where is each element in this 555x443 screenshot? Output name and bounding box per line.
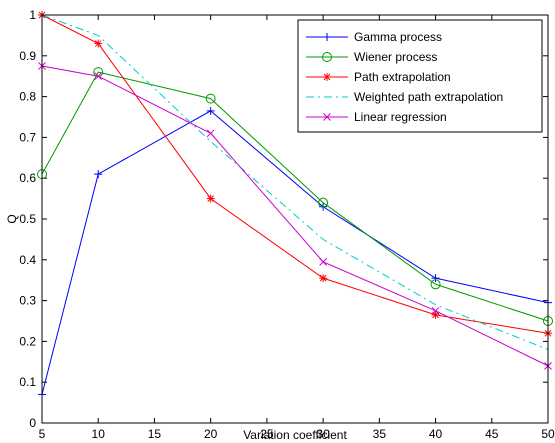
data-point-linear-regression	[431, 306, 440, 315]
x-tick-label: 5	[39, 427, 46, 441]
series-line-linear-regression	[41, 65, 549, 367]
y-tick-label: 0.4	[19, 253, 36, 267]
x-tick-label: 15	[148, 427, 162, 441]
legend: Gamma process Wiener process Path extrapol…	[297, 19, 543, 133]
data-point-wiener-process	[430, 279, 441, 290]
legend-label: Gamma process	[354, 30, 442, 44]
legend-label: Linear regression	[354, 110, 447, 124]
series-line-gamma-process	[41, 110, 549, 395]
legend-entry-weighted-path-extrapolation: Weighted path extrapolation	[306, 90, 503, 104]
y-tick-label: 0	[29, 416, 36, 430]
y-tick-label: 0.2	[19, 334, 36, 348]
x-tick-label: 30	[316, 427, 330, 441]
data-point-gamma-process	[206, 106, 215, 115]
x-tick-label: 25	[260, 427, 274, 441]
series-wiener-process	[37, 67, 553, 326]
legend-marker	[323, 113, 331, 121]
y-tick-label: 1	[29, 8, 36, 22]
y-tick-label: 0.9	[19, 49, 36, 63]
legend-marker	[322, 52, 332, 62]
x-tick-label: 40	[429, 427, 443, 441]
axes: 5 10 15 20 25 30 35 40 45 50 0 0.1 0.2 0.3 0.4 0.5 0.6 0.…	[19, 8, 555, 441]
legend-label: Wiener process	[354, 50, 437, 64]
data-point-linear-regression	[206, 129, 215, 138]
data-point-wiener-process	[318, 197, 329, 208]
y-tick-label: 0.1	[19, 375, 36, 389]
y-axis-label: Q	[5, 214, 19, 223]
legend-box	[297, 19, 543, 133]
series-line-path-extrapolation	[41, 14, 549, 334]
x-tick-label: 35	[373, 427, 387, 441]
series-line-weighted-path-extrapolation	[41, 14, 549, 351]
legend-label: Weighted path extrapolation	[354, 90, 503, 104]
x-tick-label: 10	[92, 427, 106, 441]
y-tick-label: 0.6	[19, 171, 36, 185]
data-point-path-extrapolation	[94, 39, 103, 48]
data-point-gamma-process	[431, 274, 440, 283]
legend-label: Path extrapolation	[354, 70, 451, 84]
plot-frame	[41, 14, 549, 424]
data-point-gamma-process	[94, 170, 103, 179]
legend-entry-path-extrapolation: Path extrapolation	[306, 70, 451, 84]
y-tick-label: 0.5	[19, 212, 36, 226]
series-weighted-path-extrapolation	[41, 14, 549, 351]
legend-entry-gamma-process: Gamma process	[306, 30, 442, 44]
series-line-wiener-process	[41, 71, 549, 322]
x-axis-label: Variation coefficient	[243, 428, 347, 442]
data-point-path-extrapolation	[319, 274, 328, 283]
legend-entry-wiener-process: Wiener process	[306, 50, 437, 64]
data-point-path-extrapolation	[206, 194, 215, 203]
legend-marker	[323, 73, 331, 81]
data-point-wiener-process	[205, 93, 216, 104]
legend-entry-linear-regression: Linear regression	[306, 110, 447, 124]
series-linear-regression	[38, 62, 552, 370]
x-tick-label: 45	[485, 427, 499, 441]
legend-marker	[323, 33, 331, 41]
data-point-linear-regression	[94, 72, 103, 81]
y-tick-label: 0.8	[19, 90, 36, 104]
y-tick-label: 0.7	[19, 130, 36, 144]
x-tick-label: 20	[204, 427, 218, 441]
y-tick-label: 0.3	[19, 294, 36, 308]
x-tick-label: 50	[541, 427, 555, 441]
data-point-linear-regression	[319, 257, 327, 266]
